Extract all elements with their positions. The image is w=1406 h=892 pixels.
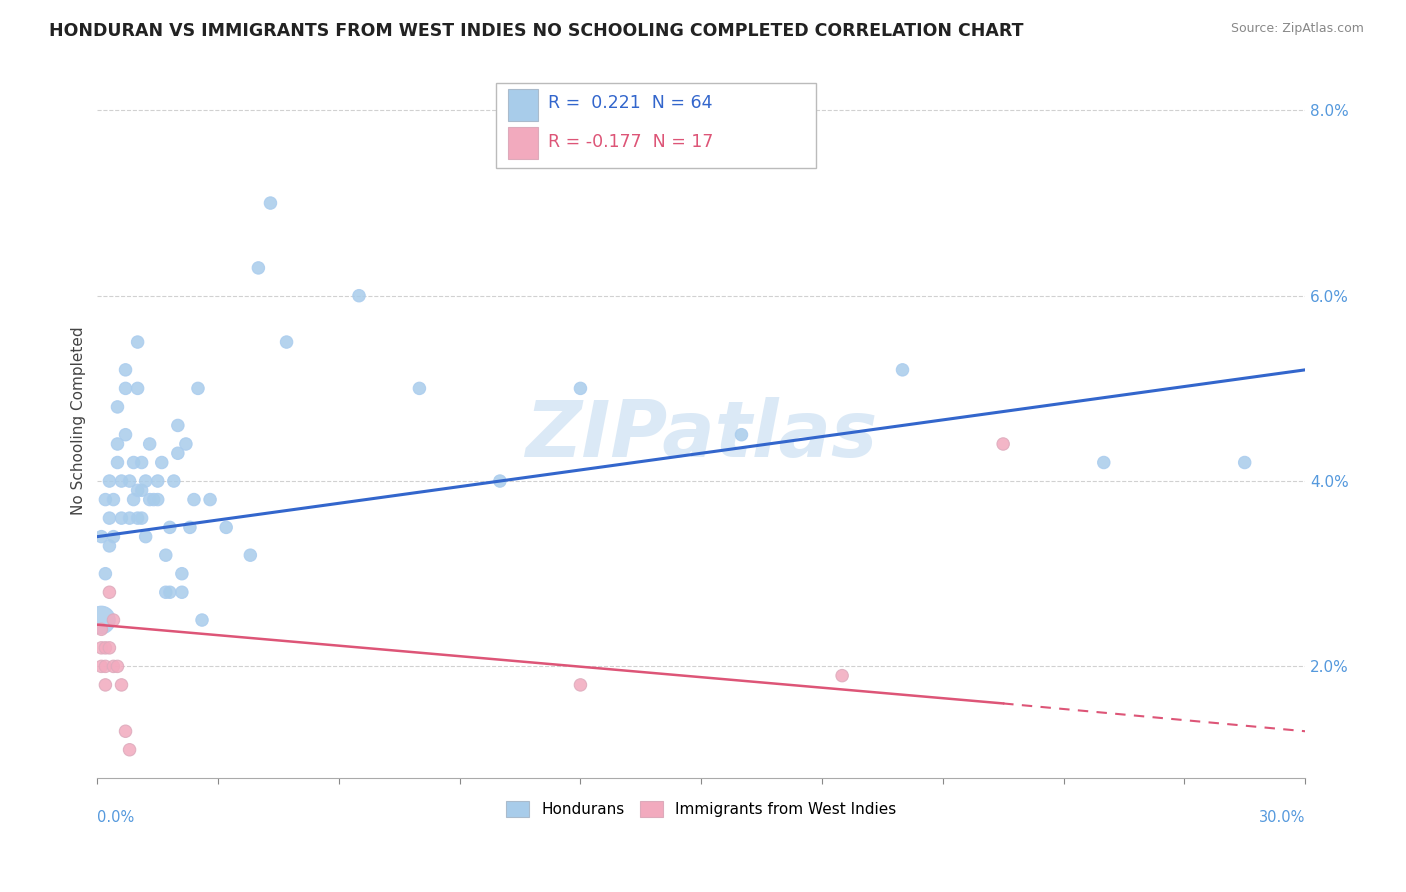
Point — [118, 743, 141, 757]
Point — [142, 492, 165, 507]
Point — [489, 474, 512, 488]
Point — [239, 548, 262, 562]
Point — [167, 418, 190, 433]
Point — [167, 446, 190, 460]
Point — [103, 659, 125, 673]
Text: 0.0%: 0.0% — [97, 810, 135, 825]
Bar — [508, 89, 538, 121]
Point — [155, 585, 177, 599]
Point — [408, 381, 430, 395]
Point — [98, 474, 121, 488]
Point — [107, 437, 129, 451]
Point — [159, 520, 181, 534]
Y-axis label: No Schooling Completed: No Schooling Completed — [72, 326, 86, 515]
Point — [127, 334, 149, 349]
Text: R =  0.221  N = 64: R = 0.221 N = 64 — [548, 94, 713, 112]
Point — [122, 456, 145, 470]
Point — [569, 678, 592, 692]
Point — [131, 511, 153, 525]
Point — [276, 334, 298, 349]
Point — [98, 539, 121, 553]
Point — [155, 548, 177, 562]
Point — [569, 381, 592, 395]
Point — [98, 640, 121, 655]
Point — [135, 474, 157, 488]
Point — [90, 613, 112, 627]
Point — [159, 585, 181, 599]
Text: Source: ZipAtlas.com: Source: ZipAtlas.com — [1230, 22, 1364, 36]
Point — [146, 492, 169, 507]
Point — [259, 196, 281, 211]
Point — [107, 400, 129, 414]
Point — [131, 483, 153, 498]
Point — [198, 492, 221, 507]
Point — [103, 530, 125, 544]
Point — [138, 437, 160, 451]
Point — [94, 678, 117, 692]
Point — [127, 483, 149, 498]
Point — [730, 427, 752, 442]
Point — [127, 381, 149, 395]
Point — [90, 623, 112, 637]
Point — [114, 427, 136, 442]
Point — [114, 363, 136, 377]
Point — [110, 678, 132, 692]
Point — [110, 511, 132, 525]
Point — [90, 640, 112, 655]
Point — [179, 520, 201, 534]
Point — [138, 492, 160, 507]
Point — [94, 659, 117, 673]
Point — [94, 566, 117, 581]
Point — [131, 456, 153, 470]
Point — [215, 520, 238, 534]
Point — [90, 530, 112, 544]
Text: 30.0%: 30.0% — [1258, 810, 1305, 825]
Point — [118, 511, 141, 525]
Point — [174, 437, 197, 451]
Point — [103, 613, 125, 627]
Point — [831, 668, 853, 682]
Bar — [508, 127, 538, 159]
Point — [170, 566, 193, 581]
Point — [114, 381, 136, 395]
Point — [1233, 456, 1256, 470]
Point — [150, 456, 173, 470]
Text: R = -0.177  N = 17: R = -0.177 N = 17 — [548, 133, 713, 152]
Point — [90, 659, 112, 673]
Point — [170, 585, 193, 599]
Point — [891, 363, 914, 377]
Point — [94, 640, 117, 655]
Point — [114, 724, 136, 739]
Point — [247, 260, 270, 275]
Point — [183, 492, 205, 507]
Point — [146, 474, 169, 488]
Text: HONDURAN VS IMMIGRANTS FROM WEST INDIES NO SCHOOLING COMPLETED CORRELATION CHART: HONDURAN VS IMMIGRANTS FROM WEST INDIES … — [49, 22, 1024, 40]
Point — [107, 456, 129, 470]
Point — [347, 289, 370, 303]
Point — [110, 474, 132, 488]
Point — [991, 437, 1014, 451]
FancyBboxPatch shape — [496, 83, 815, 168]
Point — [98, 511, 121, 525]
Point — [127, 511, 149, 525]
Point — [1092, 456, 1115, 470]
Legend: Hondurans, Immigrants from West Indies: Hondurans, Immigrants from West Indies — [501, 796, 903, 823]
Point — [122, 492, 145, 507]
Point — [107, 659, 129, 673]
Point — [191, 613, 214, 627]
Point — [187, 381, 209, 395]
Point — [98, 585, 121, 599]
Text: ZIPatlas: ZIPatlas — [524, 397, 877, 473]
Point — [118, 474, 141, 488]
Point — [135, 530, 157, 544]
Point — [103, 492, 125, 507]
Point — [94, 492, 117, 507]
Point — [163, 474, 186, 488]
